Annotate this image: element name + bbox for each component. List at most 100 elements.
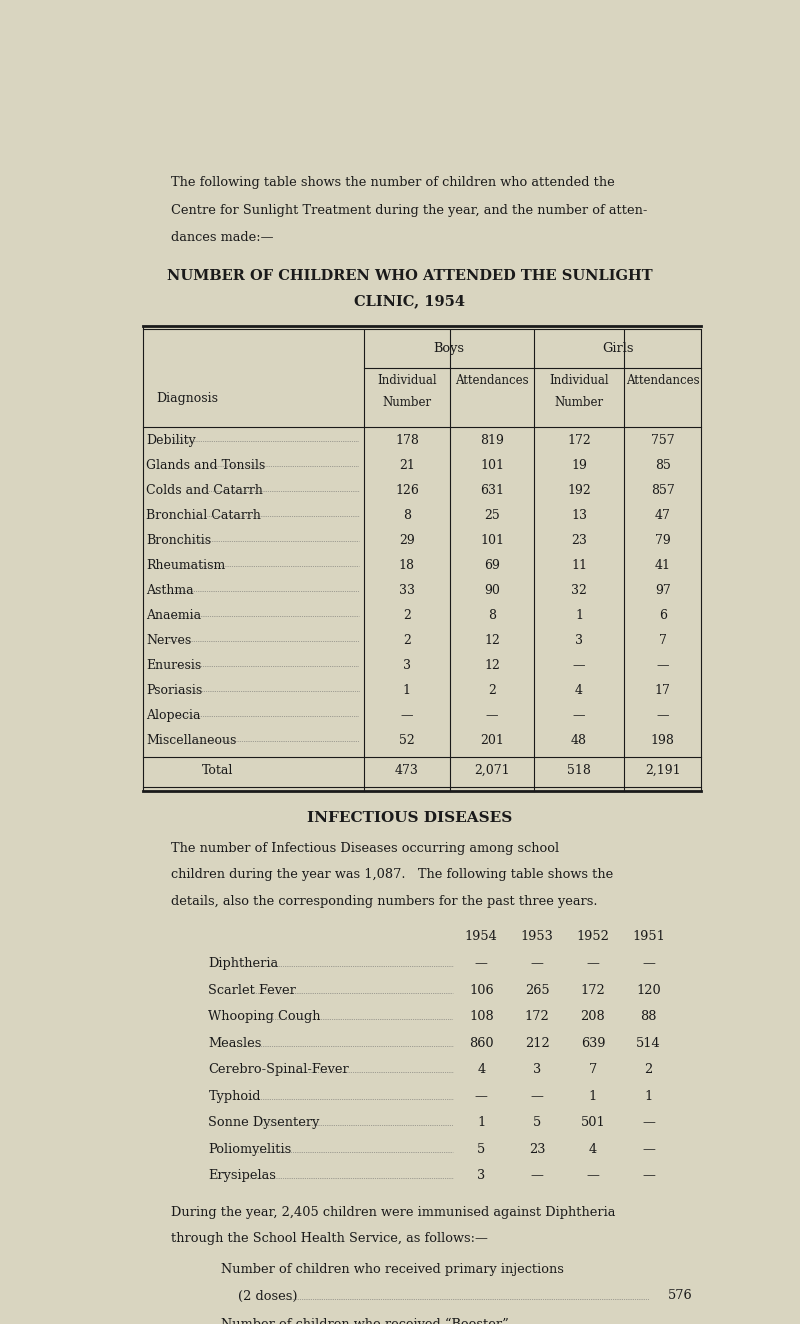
Text: dances made:—: dances made:— (171, 232, 274, 244)
Text: 8: 8 (488, 609, 496, 622)
Text: Whooping Cough: Whooping Cough (209, 1010, 321, 1023)
Text: 97: 97 (654, 584, 670, 597)
Text: 757: 757 (651, 434, 674, 448)
Text: The following table shows the number of children who attended the: The following table shows the number of … (171, 176, 615, 189)
Text: 860: 860 (469, 1037, 494, 1050)
Text: 6: 6 (658, 609, 666, 622)
Text: Number of children who received primary injections: Number of children who received primary … (221, 1263, 564, 1276)
Text: —: — (530, 957, 543, 970)
Text: Erysipelas: Erysipelas (209, 1169, 276, 1182)
Text: Anaemia: Anaemia (146, 609, 202, 622)
Text: 518: 518 (567, 764, 591, 777)
Text: 514: 514 (636, 1037, 661, 1050)
Text: The number of Infectious Diseases occurring among school: The number of Infectious Diseases occurr… (171, 842, 559, 855)
Text: Attendances: Attendances (626, 373, 699, 387)
Text: —: — (656, 659, 669, 673)
Text: 2,191: 2,191 (645, 764, 681, 777)
Text: Typhoid: Typhoid (209, 1090, 261, 1103)
Text: 101: 101 (480, 534, 504, 547)
Text: Psoriasis: Psoriasis (146, 685, 202, 696)
Text: 41: 41 (654, 559, 670, 572)
Text: 12: 12 (484, 659, 500, 673)
Text: 2: 2 (488, 685, 496, 696)
Text: 1: 1 (575, 609, 583, 622)
Text: Diagnosis: Diagnosis (156, 392, 218, 405)
Text: CLINIC, 1954: CLINIC, 1954 (354, 294, 466, 308)
Text: 12: 12 (484, 634, 500, 647)
Text: 576: 576 (667, 1290, 692, 1303)
Text: Bronchitis: Bronchitis (146, 534, 212, 547)
Text: 172: 172 (567, 434, 591, 448)
Text: Number of children who received “Booster”: Number of children who received “Booster… (221, 1317, 509, 1324)
Text: 2: 2 (403, 609, 411, 622)
Text: 1954: 1954 (465, 929, 498, 943)
Text: 4: 4 (589, 1143, 597, 1156)
Text: Number: Number (382, 396, 431, 409)
Text: Individual: Individual (549, 373, 609, 387)
Text: —: — (656, 708, 669, 722)
Text: 4: 4 (477, 1063, 486, 1076)
Text: 19: 19 (571, 459, 587, 473)
Text: —: — (586, 1169, 599, 1182)
Text: 192: 192 (567, 485, 591, 496)
Text: 108: 108 (469, 1010, 494, 1023)
Text: 79: 79 (654, 534, 670, 547)
Text: 639: 639 (581, 1037, 605, 1050)
Text: Alopecia: Alopecia (146, 708, 201, 722)
Text: 90: 90 (484, 584, 500, 597)
Text: Asthma: Asthma (146, 584, 194, 597)
Text: Debility: Debility (146, 434, 196, 448)
Text: 3: 3 (403, 659, 411, 673)
Text: 11: 11 (571, 559, 587, 572)
Text: 212: 212 (525, 1037, 550, 1050)
Text: —: — (530, 1169, 543, 1182)
Text: 23: 23 (571, 534, 587, 547)
Text: 1: 1 (589, 1090, 597, 1103)
Text: 32: 32 (571, 584, 587, 597)
Text: Colds and Catarrh: Colds and Catarrh (146, 485, 263, 496)
Text: Boys: Boys (434, 343, 464, 355)
Text: 48: 48 (571, 733, 587, 747)
Text: Scarlet Fever: Scarlet Fever (209, 984, 296, 997)
Text: children during the year was 1,087.   The following table shows the: children during the year was 1,087. The … (171, 869, 614, 882)
Text: —: — (486, 708, 498, 722)
Text: 29: 29 (399, 534, 414, 547)
Text: Centre for Sunlight Treatment during the year, and the number of atten-: Centre for Sunlight Treatment during the… (171, 204, 648, 217)
Text: —: — (642, 1116, 655, 1129)
Text: Sonne Dysentery: Sonne Dysentery (209, 1116, 320, 1129)
Text: 1952: 1952 (577, 929, 610, 943)
Text: 106: 106 (469, 984, 494, 997)
Text: 85: 85 (654, 459, 670, 473)
Text: Diphtheria: Diphtheria (209, 957, 278, 970)
Text: —: — (475, 957, 488, 970)
Text: Measles: Measles (209, 1037, 262, 1050)
Text: 473: 473 (395, 764, 419, 777)
Text: 265: 265 (525, 984, 550, 997)
Text: 33: 33 (399, 584, 415, 597)
Text: 178: 178 (395, 434, 419, 448)
Text: —: — (586, 957, 599, 970)
Text: 7: 7 (658, 634, 666, 647)
Text: Girls: Girls (602, 343, 634, 355)
Text: 120: 120 (636, 984, 661, 997)
Text: 501: 501 (581, 1116, 606, 1129)
Text: Nerves: Nerves (146, 634, 192, 647)
Text: 198: 198 (650, 733, 674, 747)
Text: 631: 631 (480, 485, 504, 496)
Text: During the year, 2,405 children were immunised against Diphtheria: During the year, 2,405 children were imm… (171, 1206, 616, 1219)
Text: details, also the corresponding numbers for the past three years.: details, also the corresponding numbers … (171, 895, 598, 908)
Text: 101: 101 (480, 459, 504, 473)
Text: 2,071: 2,071 (474, 764, 510, 777)
Text: 1: 1 (645, 1090, 653, 1103)
Text: 25: 25 (484, 508, 500, 522)
Text: —: — (475, 1090, 488, 1103)
Text: Attendances: Attendances (455, 373, 529, 387)
Text: —: — (642, 1169, 655, 1182)
Text: 47: 47 (654, 508, 670, 522)
Text: Miscellaneous: Miscellaneous (146, 733, 237, 747)
Text: INFECTIOUS DISEASES: INFECTIOUS DISEASES (307, 812, 513, 825)
Text: Bronchial Catarrh: Bronchial Catarrh (146, 508, 262, 522)
Text: Enuresis: Enuresis (146, 659, 202, 673)
Text: 1951: 1951 (632, 929, 665, 943)
Text: 2: 2 (403, 634, 411, 647)
